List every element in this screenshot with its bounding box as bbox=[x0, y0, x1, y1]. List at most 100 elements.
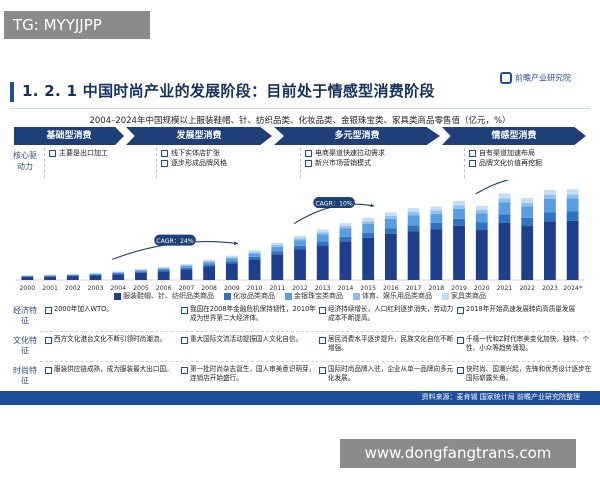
legend-label: 金银珠宝类商品 bbox=[294, 292, 343, 300]
x-tick-label: 2019 bbox=[451, 285, 467, 292]
bar-segment-s2 bbox=[66, 274, 79, 276]
bar-segment-s4 bbox=[316, 229, 329, 233]
x-tick-label: 2006 bbox=[156, 285, 172, 292]
bar-segment-s2 bbox=[384, 218, 397, 229]
bar-segment-s2 bbox=[498, 202, 511, 215]
bar-segment-s4 bbox=[362, 218, 375, 222]
culture-cell: 西方文化港台文化不断引领时尚潮流。 bbox=[44, 335, 182, 344]
bar-segment-s2 bbox=[89, 273, 102, 275]
bar-segment-s3 bbox=[384, 216, 397, 219]
bar-segment-s0 bbox=[544, 221, 556, 280]
bar-segment-s2 bbox=[135, 270, 147, 272]
driver-item: 逐步形成品牌风格 bbox=[161, 158, 296, 168]
bar-segment-s0 bbox=[157, 271, 170, 280]
bar-segment-s1 bbox=[430, 222, 443, 230]
row-divider bbox=[40, 331, 590, 332]
bar-segment-s4 bbox=[453, 200, 465, 206]
footer-bar: 资料来源：麦肯锡 国家统计局 前瞻产业研究院整理 bbox=[0, 391, 600, 405]
bar-segment-s3 bbox=[271, 245, 284, 247]
bar-segment-s4 bbox=[135, 269, 147, 270]
bar-segment-s1 bbox=[339, 236, 352, 242]
x-tick-label: 2018 bbox=[428, 285, 444, 292]
bar-segment-s1 bbox=[271, 251, 284, 255]
culture-cell: 居民消费水平逐步提升，民族文化自信不断增强。 bbox=[318, 335, 456, 353]
bar-segment-s0 bbox=[566, 220, 579, 280]
cagr-label-bg bbox=[154, 234, 196, 246]
drivers-basic: 主要是出口加工 bbox=[44, 148, 152, 178]
chart-subtitle: 2004–2024年中国规模以上服装鞋帽、针、纺织品类、化妆品类、金银珠宝类、家… bbox=[89, 116, 511, 126]
legend-swatch bbox=[224, 292, 231, 300]
bar-segment-s3 bbox=[316, 232, 329, 235]
x-tick-label: 2017 bbox=[406, 285, 422, 292]
legend-item: 家具类商品 bbox=[442, 291, 486, 301]
bar-segment-s4 bbox=[384, 212, 397, 217]
logo-text: 前瞻产业研究院 bbox=[515, 73, 571, 83]
fashion-cell: 第一批时尚杂志诞生，国人审美意识萌芽，连锁店开始盛行。 bbox=[180, 365, 318, 383]
cagr-arrowhead bbox=[234, 241, 238, 246]
bar-segment-s3 bbox=[157, 267, 170, 269]
cagr-label: CAGR：24% bbox=[156, 238, 194, 245]
stage-development: 发展型消费 bbox=[126, 127, 272, 145]
economy-cell: 2000年加入WTO。 bbox=[44, 305, 182, 314]
bar-segment-s4 bbox=[294, 235, 306, 239]
bar-segment-s1 bbox=[566, 211, 579, 221]
bar-segment-s0 bbox=[135, 272, 147, 280]
bar-segment-s4 bbox=[248, 250, 261, 253]
x-tick-label: 2007 bbox=[179, 285, 195, 292]
fashion-row: 时尚特征 服装供应链成熟，成为服装最大出口国。 第一批时尚杂志诞生，国人审美意识… bbox=[10, 363, 591, 393]
chart-legend: 服装鞋帽、针、纺织品类商品 化妆品类商品 金银珠宝类商品 体育、娱乐用品类商品 家具类商… bbox=[0, 291, 600, 301]
bar-segment-s3 bbox=[521, 202, 534, 207]
bar-segment-s0 bbox=[180, 269, 193, 280]
driver-item: 品牌文化价值再挖掘 bbox=[469, 158, 588, 168]
bar-segment-s1 bbox=[112, 273, 125, 275]
bar-segment-s2 bbox=[430, 213, 443, 223]
bar-segment-s4 bbox=[407, 208, 420, 213]
bar-segment-s4 bbox=[112, 271, 125, 273]
x-tick-label: 2020 bbox=[474, 285, 490, 292]
bar-segment-s2 bbox=[271, 246, 284, 252]
economy-row: 经济特征 2000年加入WTO。 我国在2008年金融危机保持韧性，2010年成… bbox=[10, 303, 590, 333]
bar-segment-s1 bbox=[407, 225, 420, 232]
bar-segment-s0 bbox=[384, 233, 397, 280]
x-tick-label: 2012 bbox=[292, 285, 308, 292]
x-tick-label: 2008 bbox=[201, 285, 217, 292]
bar-segment-s2 bbox=[339, 228, 352, 237]
economy-cell: 2018年开始高速发展转向高质量发展 bbox=[456, 305, 594, 314]
x-tick-label: 2024* bbox=[563, 285, 582, 292]
bar-segment-s0 bbox=[21, 276, 34, 280]
x-tick-label: 2013 bbox=[315, 285, 331, 292]
bar-segment-s0 bbox=[66, 276, 79, 280]
cagr-label-bg bbox=[313, 197, 355, 209]
x-tick-label: 2002 bbox=[65, 285, 81, 292]
bar-segment-s1 bbox=[135, 271, 147, 273]
driver-item: 新兴市场营销模式 bbox=[305, 158, 460, 168]
characteristics-table: 经济特征 2000年加入WTO。 我国在2008年金融危机保持韧性，2010年成… bbox=[10, 303, 591, 395]
bar-segment-s0 bbox=[316, 245, 329, 280]
bar-segment-s1 bbox=[157, 270, 170, 272]
bar-segment-s1 bbox=[544, 212, 556, 222]
legend-item: 体育、娱乐用品类商品 bbox=[353, 291, 432, 301]
bar-segment-s4 bbox=[89, 272, 102, 274]
x-tick-label: 2021 bbox=[497, 285, 513, 292]
drivers-diversified: 电商渠道快速拉动需求 新兴市场营销模式 bbox=[300, 148, 460, 178]
bar-segment-s4 bbox=[180, 263, 193, 266]
bar-segment-s2 bbox=[294, 240, 306, 246]
row-label-economy: 经济特征 bbox=[13, 306, 37, 325]
source-note: 资料来源：麦肯锡 国家统计局 前瞻产业研究院整理 bbox=[421, 393, 580, 401]
drivers-development: 线下实体店扩张 逐步形成品牌风格 bbox=[156, 148, 296, 178]
bar-segment-s3 bbox=[225, 257, 238, 259]
legend-swatch bbox=[114, 292, 121, 300]
x-tick-label: 2004 bbox=[110, 285, 126, 292]
bar-segment-s0 bbox=[89, 275, 102, 280]
bar-segment-s2 bbox=[21, 275, 34, 277]
bar-segment-s4 bbox=[203, 259, 216, 262]
x-tick-label: 2005 bbox=[133, 285, 149, 292]
x-tick-label: 2009 bbox=[224, 285, 240, 292]
legend-label: 家具类商品 bbox=[451, 292, 486, 300]
driver-item: 线下实体店扩张 bbox=[161, 148, 296, 158]
x-tick-label: 2000 bbox=[19, 285, 35, 292]
driver-item: 主要是出口加工 bbox=[49, 148, 152, 158]
watermark-bottom: www.dongfangtrans.com bbox=[340, 439, 576, 468]
bar-segment-s2 bbox=[407, 215, 420, 226]
bar-segment-s1 bbox=[498, 214, 511, 223]
